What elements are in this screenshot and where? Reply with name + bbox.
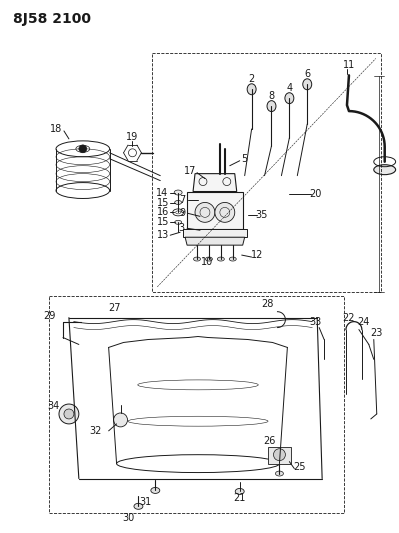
Circle shape bbox=[114, 413, 128, 427]
Text: 30: 30 bbox=[122, 513, 134, 523]
Text: 6: 6 bbox=[304, 69, 310, 79]
Text: 23: 23 bbox=[371, 328, 383, 337]
Text: 17: 17 bbox=[184, 166, 196, 176]
Text: 22: 22 bbox=[343, 313, 355, 322]
Text: 24: 24 bbox=[358, 317, 370, 327]
Text: 7: 7 bbox=[179, 196, 185, 205]
Text: 20: 20 bbox=[309, 189, 321, 198]
Ellipse shape bbox=[374, 165, 396, 175]
Circle shape bbox=[79, 145, 87, 153]
Circle shape bbox=[64, 409, 74, 419]
Text: 34: 34 bbox=[47, 401, 59, 411]
Text: 12: 12 bbox=[251, 250, 264, 260]
Ellipse shape bbox=[217, 257, 224, 261]
Ellipse shape bbox=[275, 471, 283, 476]
Text: 9: 9 bbox=[179, 208, 185, 219]
Text: 21: 21 bbox=[233, 494, 246, 503]
Text: 10: 10 bbox=[201, 257, 213, 267]
Text: 8: 8 bbox=[269, 91, 275, 101]
Ellipse shape bbox=[303, 79, 312, 90]
Text: 25: 25 bbox=[293, 462, 306, 472]
Ellipse shape bbox=[205, 257, 212, 261]
Text: 32: 32 bbox=[89, 426, 102, 436]
Polygon shape bbox=[267, 447, 291, 464]
Circle shape bbox=[195, 203, 215, 222]
Text: 2: 2 bbox=[249, 74, 255, 84]
Text: 35: 35 bbox=[255, 211, 268, 220]
Ellipse shape bbox=[175, 200, 182, 205]
Text: 8J58 2100: 8J58 2100 bbox=[13, 12, 91, 26]
Circle shape bbox=[59, 404, 79, 424]
Text: 16: 16 bbox=[157, 207, 170, 217]
Circle shape bbox=[215, 203, 235, 222]
Text: 5: 5 bbox=[241, 154, 248, 164]
Text: 18: 18 bbox=[50, 124, 62, 134]
Ellipse shape bbox=[194, 257, 200, 261]
Text: 4: 4 bbox=[286, 83, 292, 93]
Polygon shape bbox=[183, 229, 247, 237]
Circle shape bbox=[273, 449, 285, 461]
Polygon shape bbox=[193, 174, 237, 191]
Text: 29: 29 bbox=[43, 311, 55, 321]
Ellipse shape bbox=[151, 488, 160, 494]
Polygon shape bbox=[187, 191, 243, 229]
Ellipse shape bbox=[267, 101, 276, 111]
Ellipse shape bbox=[247, 84, 256, 95]
Text: 13: 13 bbox=[157, 230, 170, 240]
Text: 15: 15 bbox=[157, 198, 170, 208]
Text: 27: 27 bbox=[109, 303, 121, 313]
Ellipse shape bbox=[285, 93, 294, 103]
Ellipse shape bbox=[229, 257, 236, 261]
Ellipse shape bbox=[175, 220, 182, 224]
Polygon shape bbox=[185, 237, 245, 245]
Ellipse shape bbox=[134, 503, 143, 510]
Text: 26: 26 bbox=[263, 436, 276, 446]
Text: 15: 15 bbox=[157, 217, 170, 227]
Text: 3: 3 bbox=[178, 223, 184, 233]
Ellipse shape bbox=[174, 190, 182, 195]
Text: 28: 28 bbox=[261, 298, 274, 309]
Ellipse shape bbox=[235, 488, 244, 495]
Text: 14: 14 bbox=[156, 188, 168, 198]
Text: 31: 31 bbox=[139, 497, 152, 507]
Text: 33: 33 bbox=[309, 317, 321, 327]
Text: 19: 19 bbox=[126, 132, 138, 142]
Text: 11: 11 bbox=[343, 60, 355, 70]
